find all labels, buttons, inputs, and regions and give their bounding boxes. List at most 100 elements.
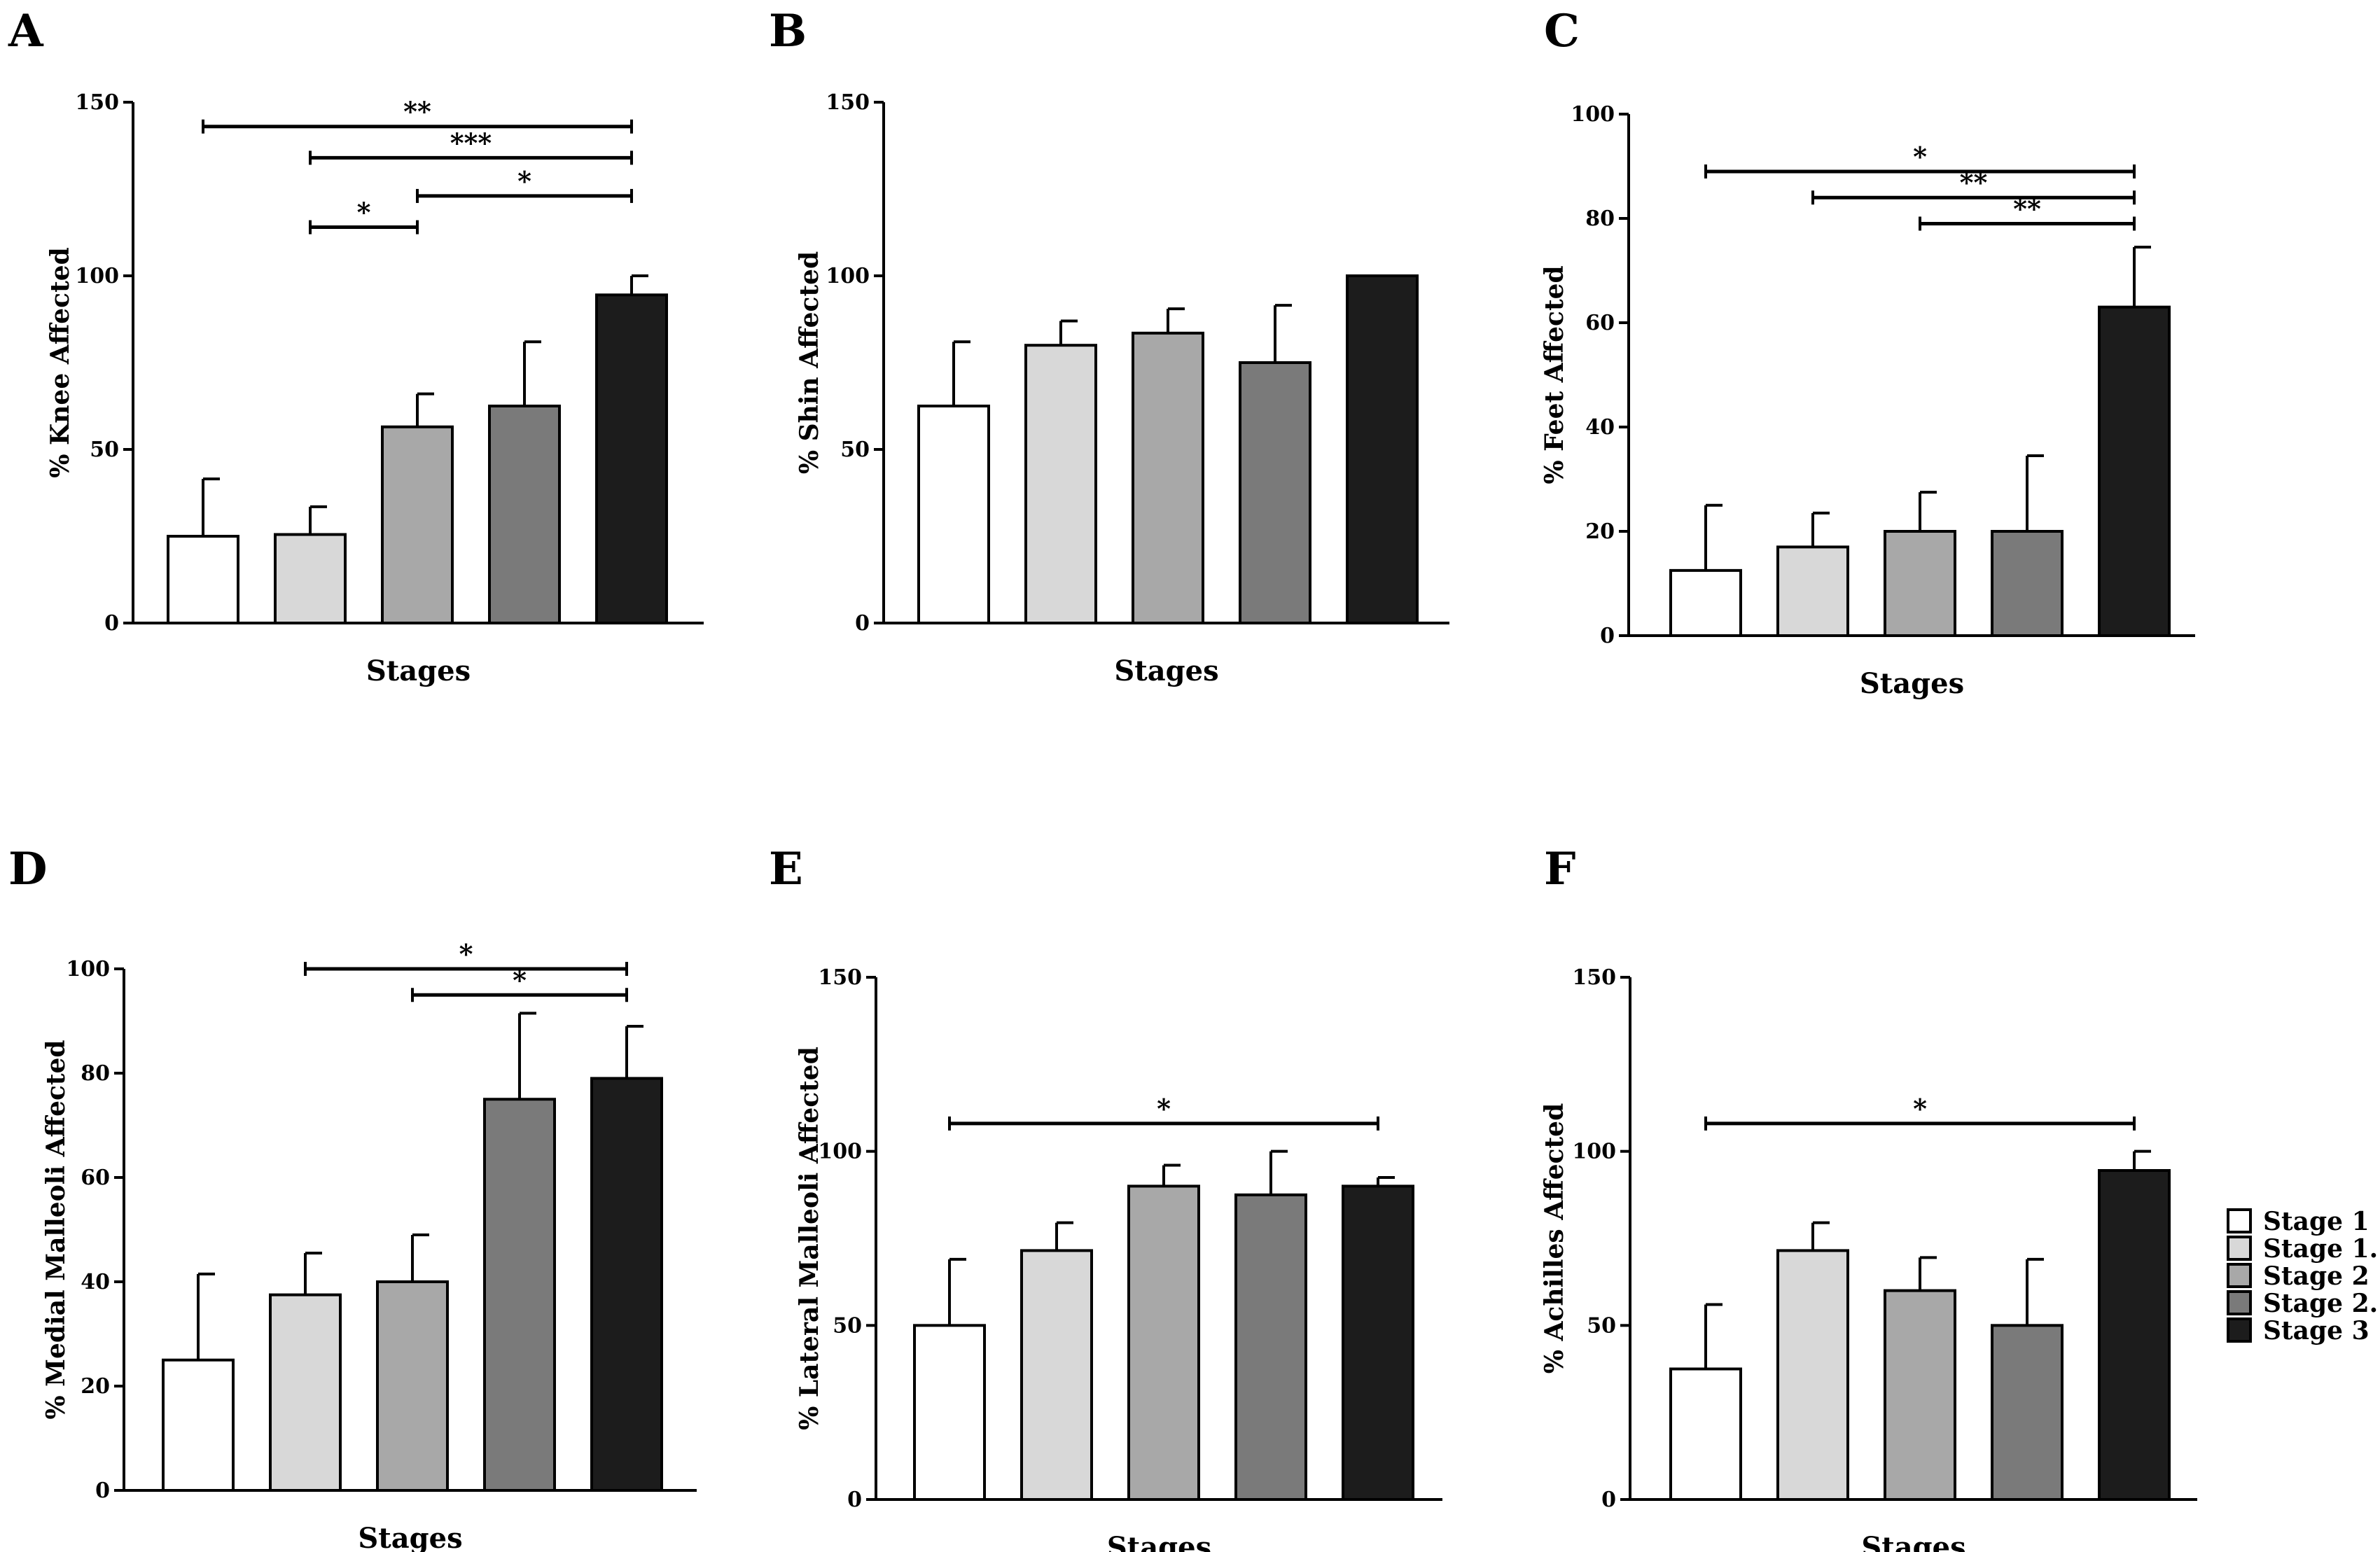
significance-bracket: ** [1811,167,2136,205]
x-axis-title: Stages [358,1522,462,1552]
y-tick-label: 50 [1587,1313,1616,1338]
y-tick-label: 80 [1585,207,1615,231]
y-tick-label: 20 [81,1374,110,1399]
bar-stage-1 [917,405,990,624]
y-tick-label: 0 [1601,1488,1616,1512]
y-tick-label: 40 [81,1270,110,1294]
bar-stage-2-5 [1991,1324,2064,1502]
legend-item: Stage 2 [2227,1261,2369,1291]
legend-swatch [2227,1317,2252,1343]
panel-d: D 0 20 40 60 80 100 % Medial Malleoli Affected S… [8,843,697,1552]
legend-swatch [2227,1208,2252,1233]
bar-stage-2 [376,1280,449,1492]
y-axis-title: % Shin Affected [795,251,824,474]
y-tick-label: 50 [840,438,870,462]
bar-stage-1 [1669,1367,1742,1501]
bar-stage-1-5 [1776,545,1849,637]
panel-letter: F [1544,843,1575,895]
y-tick-label: 100 [818,1140,862,1164]
significance-label: ** [1960,167,1988,198]
y-tick-label: 50 [833,1313,862,1338]
bar-stage-2 [1132,331,1204,624]
legend-label: Stage 2 [2263,1261,2369,1291]
y-tick-label: 0 [847,1488,862,1512]
bar-stage-1-5 [269,1293,342,1492]
significance-label: * [1913,1093,1927,1124]
bar-stage-1 [913,1324,986,1502]
x-axis-title: Stages [1107,1531,1211,1552]
legend-item: Stage 3 [2227,1316,2369,1345]
legend-item: Stage 1.5 [2227,1234,2380,1264]
y-tick-label: 150 [818,965,862,990]
significance-bracket: * [304,938,628,976]
legend-swatch [2227,1236,2252,1261]
y-tick-label: 0 [104,611,119,636]
y-tick-label: 60 [81,1166,110,1190]
y-tick-label: 100 [75,264,119,288]
y-tick-label: 150 [826,90,870,115]
legend-label: Stage 1 [2263,1207,2369,1236]
bar-stage-1-5 [1020,1249,1093,1501]
significance-label: * [513,964,527,995]
panel-letter: B [769,5,807,57]
bar-stage-3 [590,1077,663,1492]
bar-stage-2-5 [488,405,561,624]
significance-bracket: * [416,165,633,203]
panel-e: E 0 50 100 150 % Lateral Malleoli Affected Sta… [769,843,1442,1552]
significance-bracket: *** [309,127,633,165]
bar-stage-3 [1342,1184,1414,1502]
y-tick-label: 80 [81,1061,110,1086]
panel-b: B 0 50 100 150 % Shin Affected Stages [769,5,1449,687]
y-axis-title: % Lateral Malleoli Affected [795,1047,824,1430]
y-tick-label: 100 [1572,1140,1616,1164]
panel-letter: A [8,5,44,57]
panel-f: F 0 50 100 150 % Achilles Affected Stages * [1540,843,2197,1552]
y-tick-label: 0 [1600,624,1615,648]
bar-stage-3 [1346,274,1419,624]
bar-stage-1-5 [1024,344,1097,624]
bar-stage-1-5 [1776,1249,1849,1501]
significance-bracket: * [1704,141,2136,179]
bar-stage-2-5 [483,1098,556,1492]
significance-label: ** [2013,193,2041,224]
significance-bracket: * [309,197,419,235]
legend-item: Stage 2.5 [2227,1289,2380,1318]
x-axis-title: Stages [1861,1531,1965,1552]
y-axis-title: % Achilles Affected [1540,1103,1569,1374]
significance-bracket: ** [1919,193,2136,231]
bar-stage-3 [2098,305,2171,637]
legend-swatch [2227,1290,2252,1315]
bar-stage-2 [1884,530,1956,637]
x-axis-title: Stages [1114,655,1218,687]
panel-letter: C [1544,5,1580,57]
y-tick-label: 150 [75,90,119,115]
y-tick-label: 60 [1585,311,1615,335]
bar-stage-1 [1669,568,1742,637]
bar-stage-1-5 [274,533,347,625]
y-tick-label: 150 [1572,965,1616,990]
y-axis-title: % Medial Malleoli Affected [41,1040,71,1419]
panel-letter: D [8,843,48,895]
y-tick-label: 40 [1585,415,1615,440]
y-tick-label: 0 [95,1478,110,1503]
significance-bracket: ** [202,96,633,134]
y-axis-title: % Feet Affected [1540,265,1569,484]
bar-stage-2-5 [1234,1193,1307,1502]
y-tick-label: 0 [855,611,870,636]
significance-bracket: * [411,964,628,1002]
significance-label: * [1157,1093,1171,1124]
bar-stage-3 [2098,1169,2171,1502]
y-tick-label: 20 [1585,519,1615,544]
significance-label: ** [403,96,431,127]
y-tick-label: 100 [826,264,870,288]
panel-letter: E [769,843,803,895]
bar-stage-1 [162,1358,235,1492]
bar-stage-2 [1127,1184,1200,1502]
y-tick-label: 100 [1571,102,1615,127]
legend-label: Stage 1.5 [2263,1234,2380,1264]
